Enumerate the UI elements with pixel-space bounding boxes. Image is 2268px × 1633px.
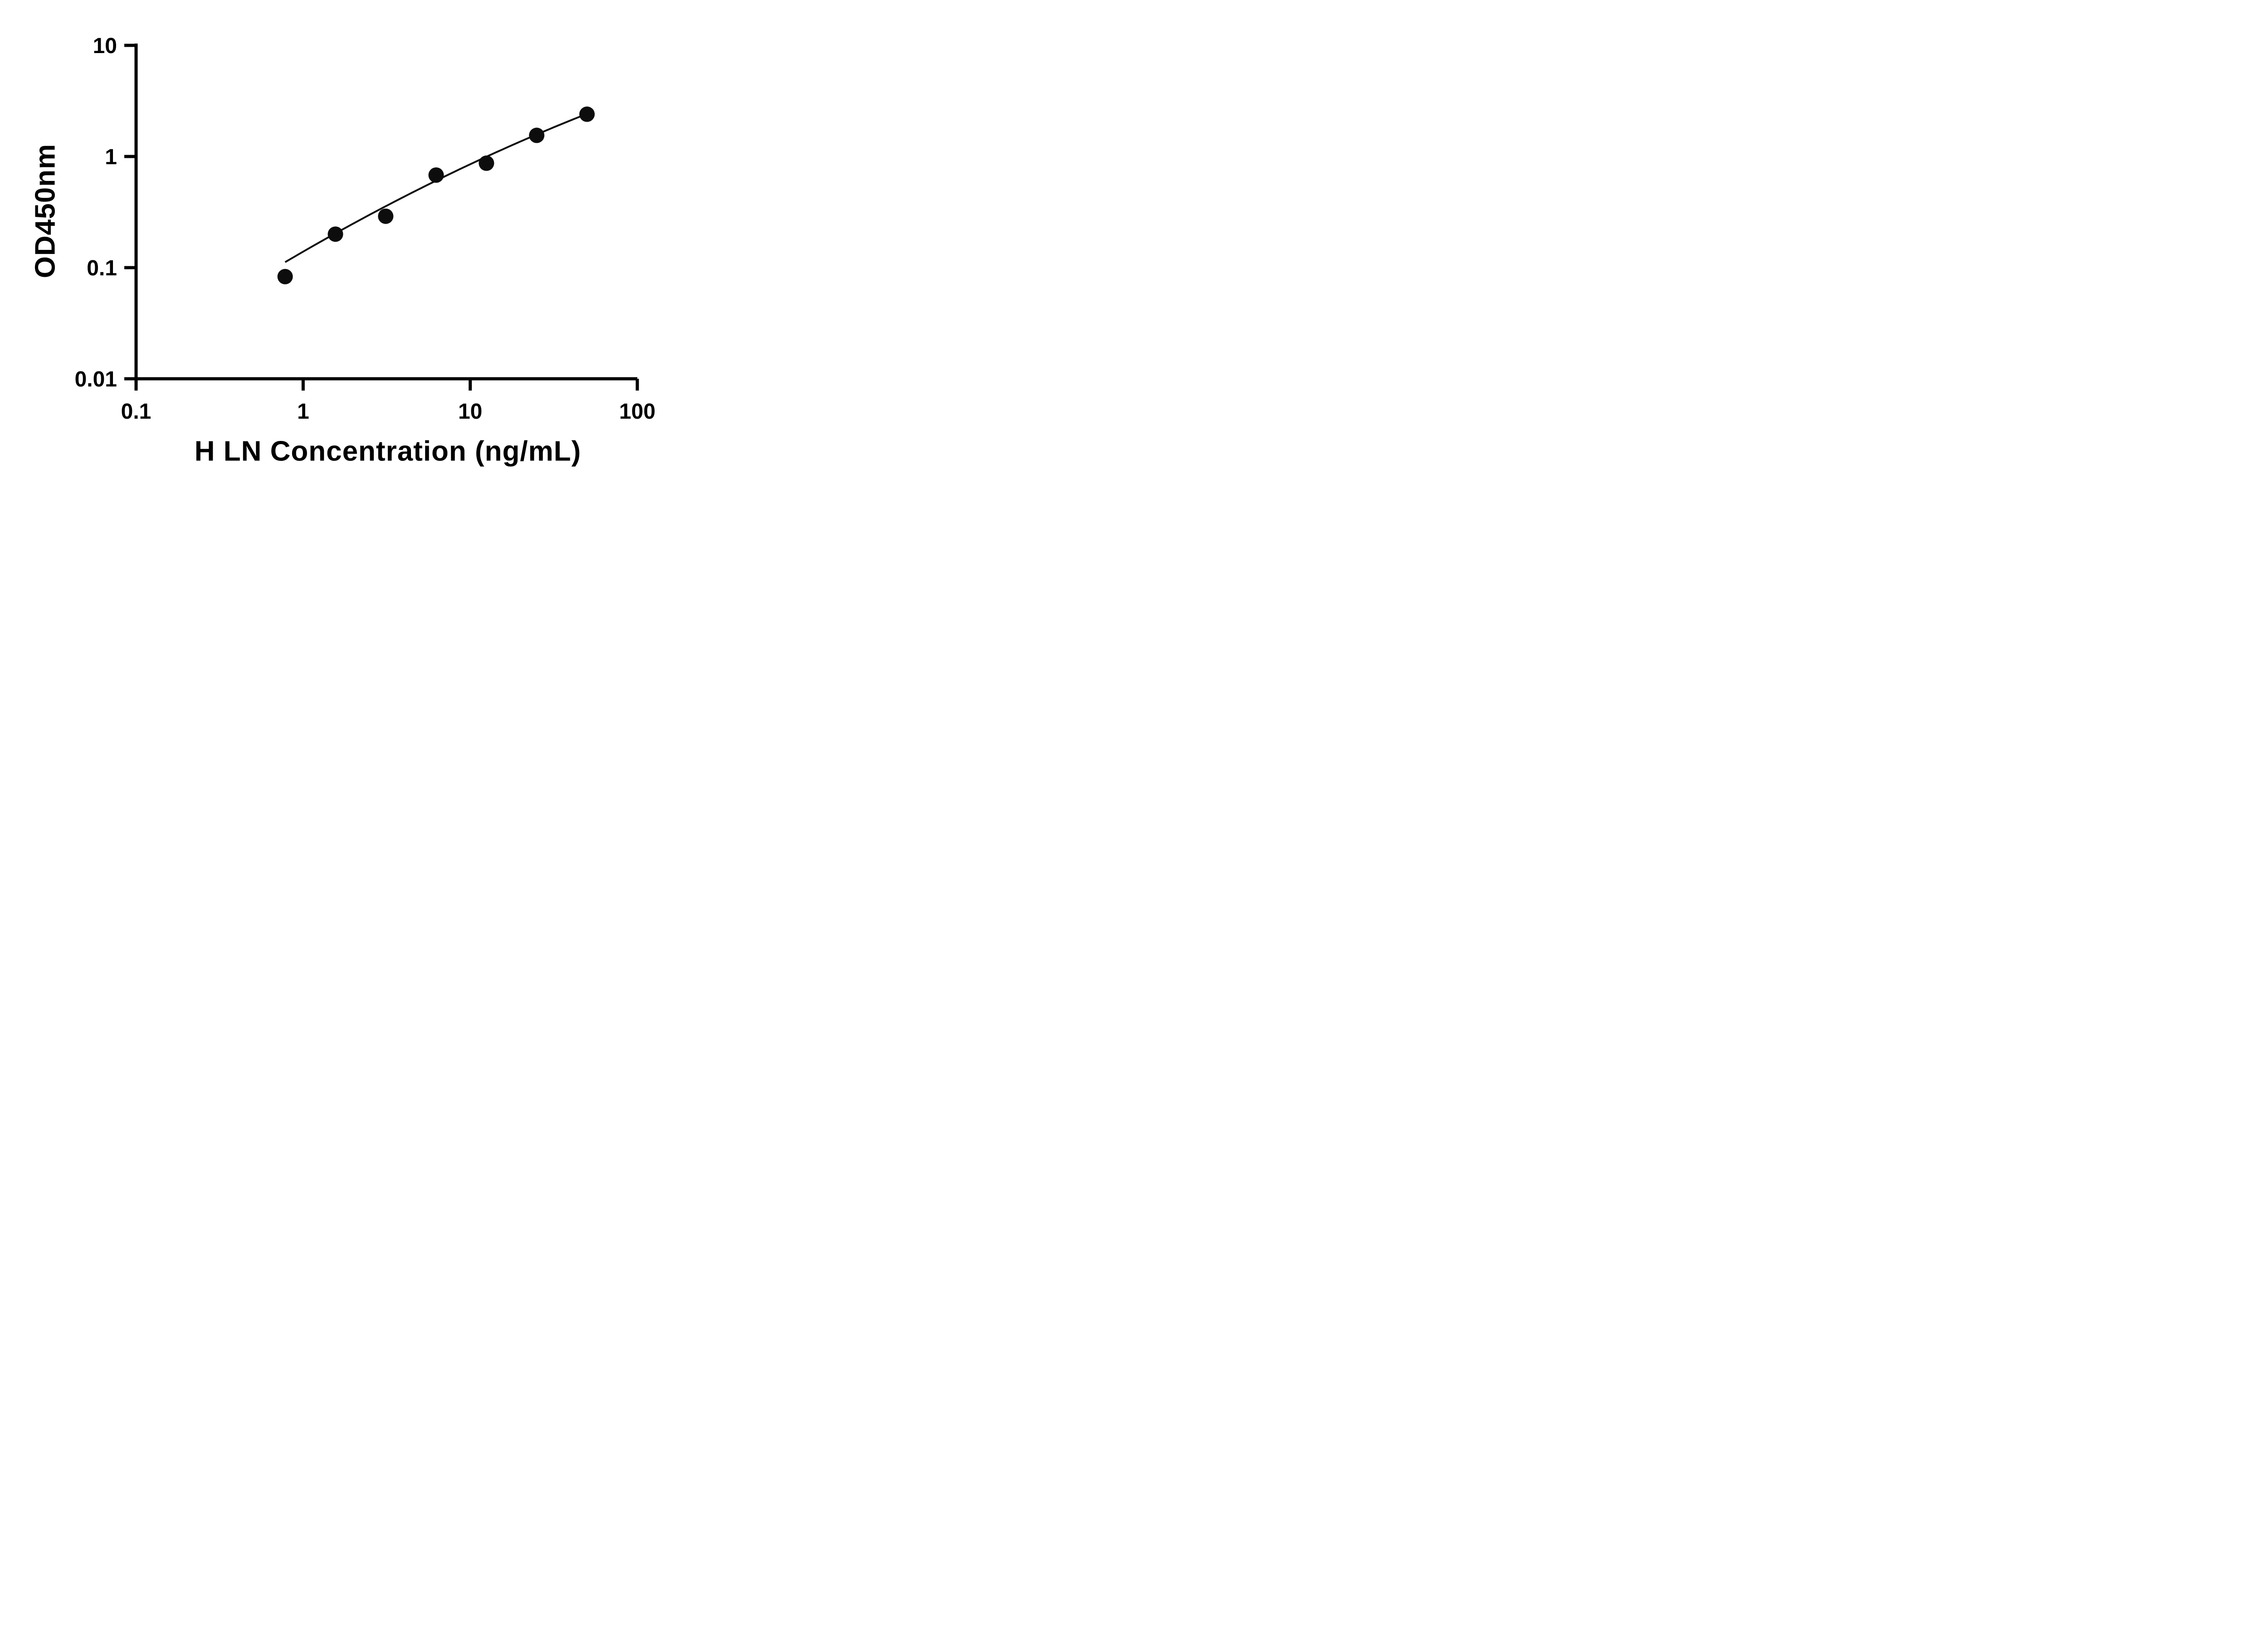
x-tick-label: 10 bbox=[458, 400, 482, 424]
data-point bbox=[378, 208, 394, 224]
data-point bbox=[579, 106, 595, 122]
y-tick-label: 0.01 bbox=[75, 367, 117, 391]
y-tick-label: 10 bbox=[93, 34, 117, 58]
x-tick-label: 100 bbox=[619, 400, 655, 424]
y-tick-label: 1 bbox=[105, 145, 117, 169]
y-tick-label: 0.1 bbox=[87, 256, 117, 280]
data-point bbox=[277, 269, 293, 284]
x-tick-label: 0.1 bbox=[121, 400, 152, 424]
data-point bbox=[529, 127, 545, 143]
x-tick-label: 1 bbox=[297, 400, 309, 424]
data-point bbox=[327, 226, 343, 242]
data-point bbox=[428, 167, 444, 183]
y-axis-title: OD450nm bbox=[29, 143, 61, 279]
data-point bbox=[479, 155, 494, 171]
standard-curve-figure: 0.01 0.1 1 10 0.1 1 10 100 OD450nm H LN Concent… bbox=[0, 0, 700, 490]
x-axis-title: H LN Concentration (ng/mL) bbox=[194, 435, 582, 467]
